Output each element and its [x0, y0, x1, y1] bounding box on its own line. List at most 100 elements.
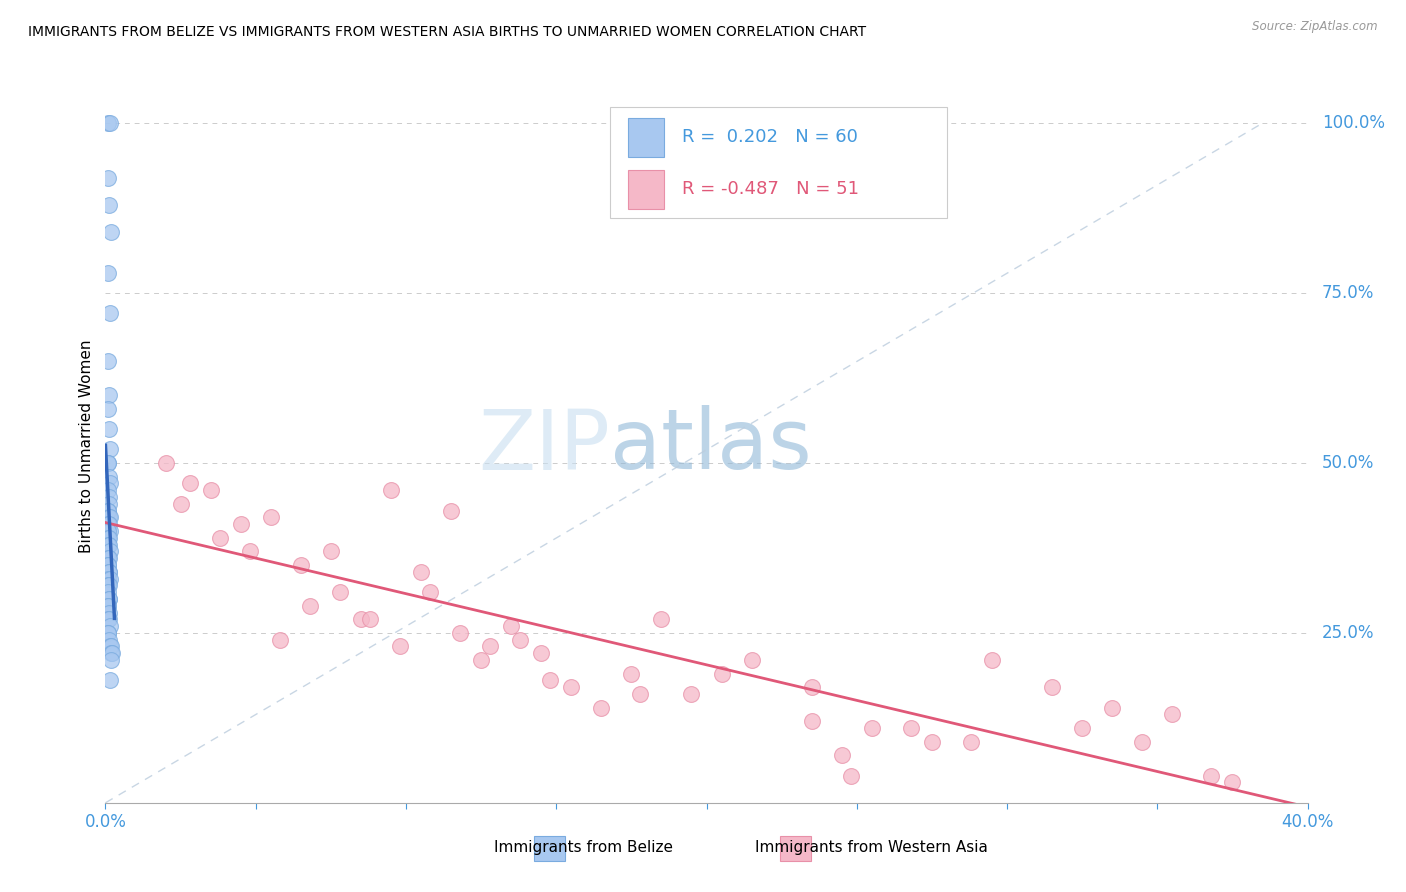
Point	[560, 680, 582, 694]
Text: atlas: atlas	[610, 406, 813, 486]
Point	[97, 565, 120, 579]
Point	[98, 551, 121, 566]
Text: 25.0%: 25.0%	[1322, 624, 1375, 642]
Point	[509, 632, 531, 647]
Point	[97, 626, 120, 640]
Point	[98, 469, 121, 483]
Point	[650, 612, 672, 626]
Point	[98, 116, 121, 130]
Text: ZIP: ZIP	[478, 406, 610, 486]
Text: Immigrants from Western Asia: Immigrants from Western Asia	[755, 840, 988, 855]
Point	[981, 653, 1004, 667]
Point	[239, 544, 262, 558]
Text: 50.0%: 50.0%	[1322, 454, 1375, 472]
Point	[155, 456, 177, 470]
Point	[97, 558, 120, 572]
Point	[98, 510, 121, 524]
Point	[98, 606, 121, 620]
Point	[530, 646, 553, 660]
Point	[97, 517, 120, 532]
Point	[97, 551, 120, 566]
Point	[591, 700, 613, 714]
Point	[350, 612, 373, 626]
Point	[98, 497, 121, 511]
Point	[260, 510, 283, 524]
Point	[97, 170, 120, 185]
Point	[681, 687, 703, 701]
Point	[741, 653, 763, 667]
Point	[538, 673, 561, 688]
Point	[710, 666, 733, 681]
Point	[97, 537, 120, 551]
Point	[169, 497, 191, 511]
Point	[800, 680, 823, 694]
Point	[470, 653, 492, 667]
Point	[98, 524, 121, 538]
Point	[380, 483, 402, 498]
Point	[98, 673, 121, 688]
Point	[860, 721, 883, 735]
Point	[98, 422, 121, 436]
Point	[97, 626, 120, 640]
Point	[800, 714, 823, 729]
Point	[97, 524, 120, 538]
Point	[98, 572, 121, 586]
Point	[97, 585, 120, 599]
Text: IMMIGRANTS FROM BELIZE VS IMMIGRANTS FROM WESTERN ASIA BIRTHS TO UNMARRIED WOMEN: IMMIGRANTS FROM BELIZE VS IMMIGRANTS FRO…	[28, 25, 866, 39]
Point	[97, 599, 120, 613]
Point	[100, 653, 122, 667]
Point	[97, 490, 120, 504]
Point	[97, 591, 120, 606]
FancyBboxPatch shape	[628, 118, 665, 157]
Text: R =  0.202   N = 60: R = 0.202 N = 60	[682, 128, 858, 146]
Point	[98, 591, 121, 606]
Point	[449, 626, 471, 640]
Point	[479, 640, 502, 654]
Point	[100, 225, 122, 239]
Point	[388, 640, 411, 654]
Y-axis label: Births to Unmarried Women: Births to Unmarried Women	[79, 339, 94, 553]
Point	[100, 646, 122, 660]
Point	[501, 619, 523, 633]
Point	[229, 517, 252, 532]
Point	[97, 266, 120, 280]
Point	[960, 734, 983, 748]
Point	[97, 558, 120, 572]
Point	[329, 585, 352, 599]
Text: Source: ZipAtlas.com: Source: ZipAtlas.com	[1253, 20, 1378, 33]
Point	[97, 116, 120, 130]
Point	[97, 503, 120, 517]
Point	[208, 531, 231, 545]
Point	[98, 544, 121, 558]
FancyBboxPatch shape	[780, 836, 811, 861]
Point	[98, 565, 121, 579]
Point	[97, 483, 120, 498]
Point	[98, 198, 121, 212]
Point	[839, 769, 862, 783]
Point	[440, 503, 463, 517]
Point	[1130, 734, 1153, 748]
Point	[97, 572, 120, 586]
Point	[97, 537, 120, 551]
Point	[1201, 769, 1223, 783]
Point	[290, 558, 312, 572]
Point	[269, 632, 291, 647]
Point	[179, 476, 201, 491]
Point	[831, 748, 853, 763]
Point	[101, 646, 124, 660]
Point	[298, 599, 321, 613]
Point	[1071, 721, 1094, 735]
Point	[319, 544, 342, 558]
Point	[98, 442, 121, 457]
Point	[97, 599, 120, 613]
Point	[1161, 707, 1184, 722]
Point	[98, 476, 121, 491]
Point	[98, 510, 121, 524]
Point	[409, 565, 432, 579]
FancyBboxPatch shape	[534, 836, 565, 861]
Point	[98, 619, 121, 633]
Point	[98, 306, 121, 320]
Point	[200, 483, 222, 498]
Point	[98, 578, 121, 592]
Point	[98, 531, 121, 545]
